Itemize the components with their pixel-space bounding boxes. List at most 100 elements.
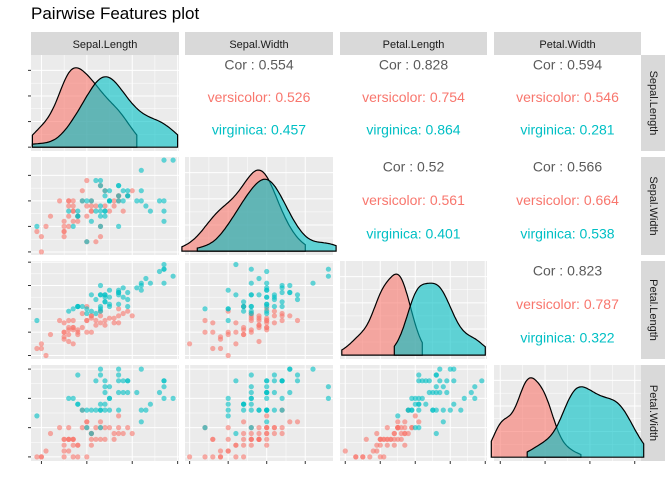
point-virginica: [156, 198, 163, 204]
point-virginica: [256, 275, 262, 282]
point-virginica: [116, 372, 122, 378]
point-versicolor: [111, 430, 117, 437]
point-virginica: [84, 310, 90, 317]
point-virginica: [93, 296, 99, 303]
point-virginica: [125, 378, 131, 384]
point-versicolor: [111, 436, 117, 442]
point-versicolor: [57, 425, 63, 431]
point-virginica: [102, 193, 108, 199]
point-virginica: [248, 310, 254, 317]
point-versicolor: [210, 329, 216, 335]
point-virginica: [241, 303, 247, 310]
point-virginica: [93, 378, 99, 384]
point-virginica: [271, 372, 277, 378]
point-virginica: [88, 308, 94, 314]
point-virginica: [161, 280, 167, 286]
point-virginica: [102, 188, 108, 194]
point-versicolor: [111, 315, 117, 321]
point-versicolor: [84, 203, 90, 209]
point-versicolor: [271, 320, 277, 326]
point-virginica: [93, 208, 99, 214]
point-versicolor: [248, 327, 254, 333]
point-versicolor: [256, 430, 262, 437]
point-versicolor: [66, 448, 72, 454]
point-virginica: [93, 310, 99, 317]
point-versicolor: [97, 313, 104, 319]
point-versicolor: [241, 442, 247, 448]
point-virginica: [437, 378, 443, 384]
point-virginica: [97, 203, 104, 209]
point-virginica: [248, 266, 254, 272]
point-versicolor: [202, 329, 208, 335]
point-virginica: [116, 378, 122, 384]
strip-Sepal.Length: [31, 32, 179, 55]
point-versicolor: [402, 425, 408, 431]
point-virginica: [264, 310, 270, 317]
point-virginica: [325, 273, 331, 279]
point-versicolor: [125, 308, 131, 314]
point-virginica: [409, 395, 415, 401]
virginica-correlation: virginica: 0.322: [520, 329, 614, 345]
point-versicolor: [38, 454, 45, 460]
point-virginica: [458, 407, 464, 413]
point-versicolor: [61, 320, 67, 326]
panel-Sepal.Width-Sepal.Width: [181, 157, 337, 255]
point-virginica: [84, 239, 90, 245]
point-virginica: [75, 303, 81, 310]
point-versicolor: [256, 338, 262, 345]
point-versicolor: [187, 341, 193, 347]
point-versicolor: [363, 436, 369, 442]
point-versicolor: [294, 317, 301, 324]
point-virginica: [419, 378, 425, 384]
overall-correlation: Cor : 0.554: [224, 56, 293, 72]
point-virginica: [440, 419, 446, 425]
point-virginica: [125, 303, 131, 310]
point-versicolor: [271, 308, 277, 314]
point-virginica: [106, 407, 113, 413]
point-versicolor: [102, 425, 108, 431]
point-versicolor: [217, 336, 224, 342]
point-virginica: [225, 287, 231, 293]
point-versicolor: [398, 430, 404, 437]
point-versicolor: [120, 430, 126, 437]
point-versicolor: [294, 419, 301, 425]
point-virginica: [143, 203, 149, 209]
point-virginica: [102, 208, 108, 214]
strip-label: Sepal.Width: [229, 39, 288, 51]
point-versicolor: [79, 324, 85, 331]
point-versicolor: [88, 329, 94, 335]
point-versicolor: [241, 454, 247, 460]
point-virginica: [233, 430, 239, 437]
point-versicolor: [43, 448, 49, 454]
point-versicolor: [264, 425, 270, 431]
point-versicolor: [279, 317, 285, 324]
point-versicolor: [88, 442, 94, 448]
point-versicolor: [402, 442, 408, 448]
point-versicolor: [66, 338, 72, 345]
point-versicolor: [66, 425, 72, 431]
point-versicolor: [287, 419, 293, 425]
density-virginica: [526, 386, 645, 458]
point-versicolor: [70, 454, 76, 460]
gridlines: [31, 261, 179, 359]
point-versicolor: [75, 442, 81, 448]
point-virginica: [161, 157, 167, 163]
point-virginica: [147, 401, 153, 407]
point-versicolor: [264, 413, 270, 419]
point-virginica: [84, 407, 90, 413]
point-virginica: [264, 407, 270, 413]
point-versicolor: [79, 188, 85, 194]
panel-Petal.Width-Sepal.Length: [31, 365, 179, 461]
panel-Petal.Width-Petal.Length: [340, 365, 487, 461]
point-versicolor: [241, 324, 247, 331]
point-versicolor: [391, 442, 397, 448]
point-versicolor: [129, 188, 135, 194]
point-versicolor: [61, 436, 67, 442]
point-versicolor: [233, 320, 239, 326]
point-versicolor: [398, 436, 404, 442]
point-versicolor: [61, 223, 67, 229]
point-versicolor: [233, 454, 239, 460]
virginica-correlation: virginica: 0.538: [520, 225, 614, 241]
point-virginica: [264, 389, 270, 396]
point-virginica: [468, 389, 474, 396]
